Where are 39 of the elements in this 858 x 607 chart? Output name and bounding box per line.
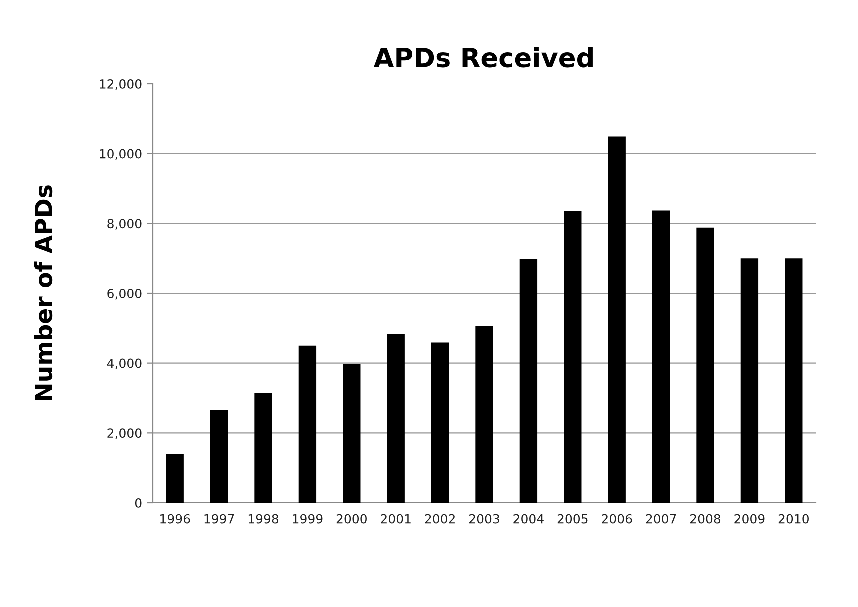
x-tick-label: 2002 [425,514,455,524]
y-tick-label: 4,000 [107,358,142,370]
x-tick-label: 2005 [558,514,588,524]
x-tick-label: 1996 [160,514,190,524]
x-tick-label: 1997 [204,514,234,524]
y-tick-label: 2,000 [108,428,142,440]
x-tick-label: 2003 [470,514,500,524]
chart-title: APDs Received [374,47,593,68]
y-tick-label: 0 [135,498,142,508]
y-tick-label: 6,000 [108,288,142,300]
bar [564,211,582,503]
bar [785,258,803,503]
x-tick-label: 2006 [602,514,632,524]
bar [608,136,626,503]
bar [740,258,759,503]
y-axis-title: Number of APDs [34,186,53,400]
bar [166,454,184,503]
bar [210,410,228,503]
bar [387,334,405,503]
bar [431,342,450,503]
x-tick-label: 2004 [514,514,544,524]
x-tick-label: 2007 [646,514,676,524]
bar [343,364,361,503]
bar [520,259,538,503]
bar [254,393,272,503]
x-tick-label: 2010 [778,514,809,524]
bar [652,210,670,503]
x-tick-label: 2008 [690,514,721,524]
x-tick-label: 2009 [734,514,765,524]
y-tick-label: 12,000 [100,79,142,90]
y-tick-label: 8,000 [108,219,142,230]
y-tick-label: 10,000 [100,149,142,160]
bar [696,228,714,503]
x-tick-label: 2000 [336,514,367,524]
x-tick-label: 1999 [293,514,323,524]
bar [476,326,494,503]
x-tick-label: 1998 [248,514,279,524]
x-tick-label: 2001 [381,514,411,524]
bar [298,346,317,503]
